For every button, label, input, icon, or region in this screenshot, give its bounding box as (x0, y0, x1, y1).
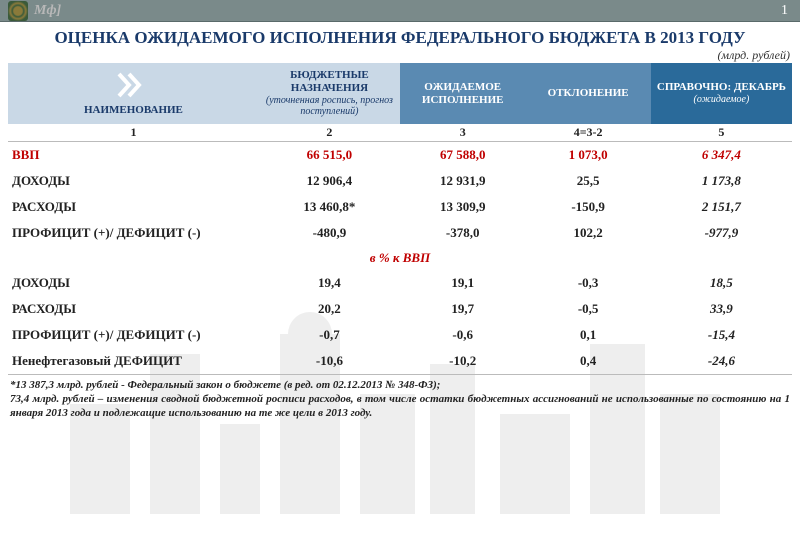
row-value: 13 309,9 (400, 194, 525, 220)
row-value: 0,4 (525, 348, 650, 375)
th-name: НАИМЕНОВАНИЕ (8, 63, 259, 123)
row-value: 12 931,9 (400, 168, 525, 194)
th-budget-assign: БЮДЖЕТНЫЕ НАЗНАЧЕНИЯ (уточненная роспись… (259, 63, 400, 123)
row-value: 2 151,7 (651, 194, 792, 220)
row-value: -977,9 (651, 220, 792, 246)
budget-table: НАИМЕНОВАНИЕ БЮДЖЕТНЫЕ НАЗНАЧЕНИЯ (уточн… (8, 63, 792, 375)
row-value: -0,6 (400, 322, 525, 348)
row-value: 13 460,8* (259, 194, 400, 220)
row-value: -378,0 (400, 220, 525, 246)
row-label: ДОХОДЫ (8, 168, 259, 194)
row-value: 12 906,4 (259, 168, 400, 194)
row-value: 19,1 (400, 270, 525, 296)
column-number-row: 1 2 3 4=3-2 5 (8, 124, 792, 142)
row-label: ПРОФИЦИТ (+)/ ДЕФИЦИТ (-) (8, 322, 259, 348)
row-value: 25,5 (525, 168, 650, 194)
row-value: -0,3 (525, 270, 650, 296)
table-row: Ненефтегазовый ДЕФИЦИТ-10,6-10,20,4-24,6 (8, 348, 792, 375)
chevrons-icon (115, 70, 151, 100)
table-row: РАСХОДЫ20,219,7-0,533,9 (8, 296, 792, 322)
row-label: ДОХОДЫ (8, 270, 259, 296)
table-row: ДОХОДЫ12 906,412 931,925,51 173,8 (8, 168, 792, 194)
row-label: РАСХОДЫ (8, 296, 259, 322)
row-value: -24,6 (651, 348, 792, 375)
row-value: 18,5 (651, 270, 792, 296)
row-value: -150,9 (525, 194, 650, 220)
unit-label: (млрд. рублей) (0, 48, 800, 63)
row-label: РАСХОДЫ (8, 194, 259, 220)
row-value: 102,2 (525, 220, 650, 246)
th-deviation: ОТКЛОНЕНИЕ (525, 63, 650, 123)
table-row: РАСХОДЫ13 460,8*13 309,9-150,92 151,7 (8, 194, 792, 220)
row-value: 19,7 (400, 296, 525, 322)
row-value: -10,2 (400, 348, 525, 375)
row-value: 20,2 (259, 296, 400, 322)
row-value: 1 073,0 (525, 142, 650, 169)
row-label: Ненефтегазовый ДЕФИЦИТ (8, 348, 259, 375)
row-value: 67 588,0 (400, 142, 525, 169)
row-value: -480,9 (259, 220, 400, 246)
row-value: 19,4 (259, 270, 400, 296)
page-title: ОЦЕНКА ОЖИДАЕМОГО ИСПОЛНЕНИЯ ФЕДЕРАЛЬНОГ… (0, 22, 800, 48)
row-value: -15,4 (651, 322, 792, 348)
row-value: -0,5 (525, 296, 650, 322)
section-row: в % к ВВП (8, 246, 792, 270)
row-value: -0,7 (259, 322, 400, 348)
emblem-icon (8, 1, 28, 21)
row-value: 0,1 (525, 322, 650, 348)
section-label: в % к ВВП (8, 246, 792, 270)
row-value: 33,9 (651, 296, 792, 322)
table-row: ДОХОДЫ19,419,1-0,318,5 (8, 270, 792, 296)
row-value: 6 347,4 (651, 142, 792, 169)
table-row: ПРОФИЦИТ (+)/ ДЕФИЦИТ (-)-0,7-0,60,1-15,… (8, 322, 792, 348)
row-value: 1 173,8 (651, 168, 792, 194)
row-label: ПРОФИЦИТ (+)/ ДЕФИЦИТ (-) (8, 220, 259, 246)
footnote: *13 387,3 млрд. рублей - Федеральный зак… (0, 375, 800, 420)
th-expected: ОЖИДАЕМОЕ ИСПОЛНЕНИЕ (400, 63, 525, 123)
table-row: ВВП66 515,067 588,01 073,06 347,4 (8, 142, 792, 169)
page-number: 1 (775, 0, 794, 22)
table-row: ПРОФИЦИТ (+)/ ДЕФИЦИТ (-)-480,9-378,0102… (8, 220, 792, 246)
row-value: -10,6 (259, 348, 400, 375)
top-bar: Мф] 1 (0, 0, 800, 22)
mf-label: Мф] (34, 3, 61, 19)
row-value: 66 515,0 (259, 142, 400, 169)
row-label: ВВП (8, 142, 259, 169)
th-december: СПРАВОЧНО: ДЕКАБРЬ (ожидаемое) (651, 63, 792, 123)
